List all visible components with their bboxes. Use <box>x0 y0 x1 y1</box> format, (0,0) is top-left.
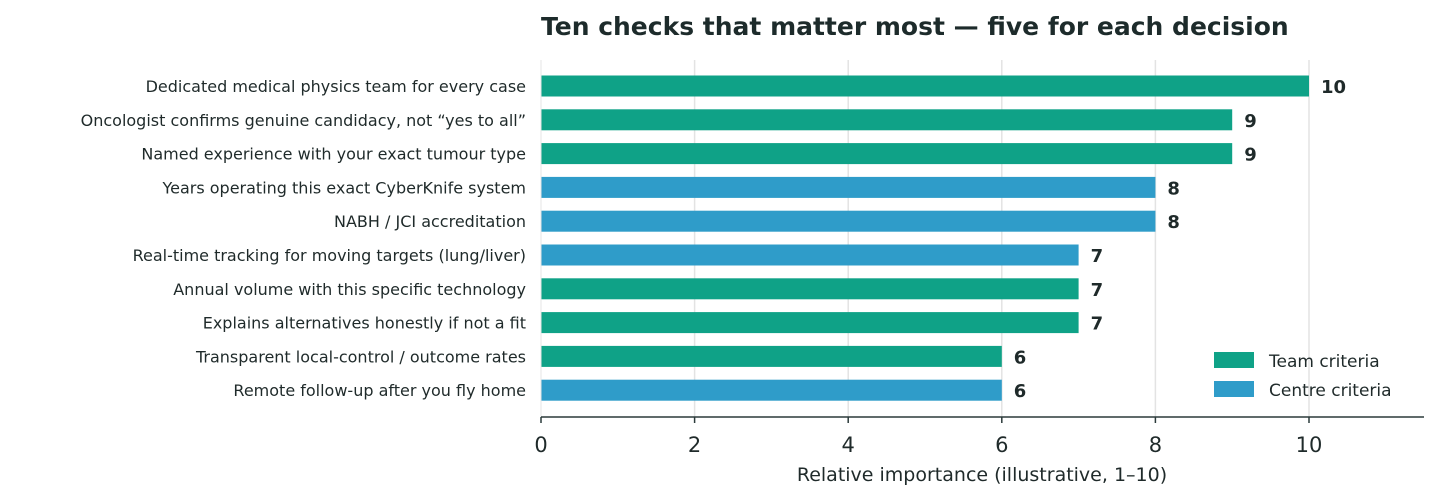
legend-swatch <box>1214 381 1254 397</box>
x-tick-label: 6 <box>995 433 1008 457</box>
bar <box>541 345 1002 367</box>
bar <box>541 278 1079 300</box>
bar <box>541 244 1079 266</box>
bar <box>541 109 1233 131</box>
x-tick-label: 10 <box>1296 433 1323 457</box>
legend-label: Centre criteria <box>1269 381 1392 401</box>
category-label: Dedicated medical physics team for every… <box>146 77 526 96</box>
x-tick-labels: 0 2 4 6 8 10 <box>534 417 1322 457</box>
category-label: Named experience with your exact tumour … <box>141 145 526 164</box>
bar <box>541 75 1309 97</box>
bar <box>541 210 1156 232</box>
bar <box>541 312 1079 334</box>
bar <box>541 143 1233 165</box>
category-label: Explains alternatives honestly if not a … <box>203 314 526 333</box>
x-tick-label: 0 <box>534 433 547 457</box>
bar <box>541 379 1002 401</box>
bar-group <box>541 75 1309 401</box>
value-label: 8 <box>1167 212 1180 233</box>
category-labels: Dedicated medical physics team for every… <box>81 77 526 400</box>
value-label: 9 <box>1244 111 1257 132</box>
value-label: 9 <box>1244 145 1257 166</box>
category-label: NABH / JCI accreditation <box>334 212 526 231</box>
x-tick-label: 8 <box>1149 433 1162 457</box>
value-label: 8 <box>1167 178 1180 199</box>
category-label: Transparent local-control / outcome rate… <box>195 347 526 366</box>
legend-label: Team criteria <box>1268 352 1380 372</box>
value-label: 10 <box>1321 77 1346 98</box>
value-label: 6 <box>1014 347 1027 368</box>
x-tick-label: 2 <box>688 433 701 457</box>
category-label: Real-time tracking for moving targets (l… <box>133 246 526 265</box>
category-label: Remote follow-up after you fly home <box>233 381 526 400</box>
chart-title: Ten checks that matter most — five for e… <box>541 12 1289 41</box>
category-label: Annual volume with this specific technol… <box>173 280 526 299</box>
value-label: 7 <box>1091 246 1104 267</box>
bar <box>541 176 1156 198</box>
category-label: Oncologist confirms genuine candidacy, n… <box>81 111 526 130</box>
category-label: Years operating this exact CyberKnife sy… <box>161 178 526 197</box>
value-label: 6 <box>1014 381 1027 402</box>
value-labels: 10 9 9 8 8 7 7 7 6 6 <box>1014 77 1346 402</box>
value-label: 7 <box>1091 314 1104 335</box>
legend-swatch <box>1214 352 1254 368</box>
value-label: 7 <box>1091 280 1104 301</box>
x-tick-label: 4 <box>842 433 855 457</box>
legend: Team criteria Centre criteria <box>1214 352 1392 401</box>
x-axis-title: Relative importance (illustrative, 1–10) <box>797 464 1167 486</box>
